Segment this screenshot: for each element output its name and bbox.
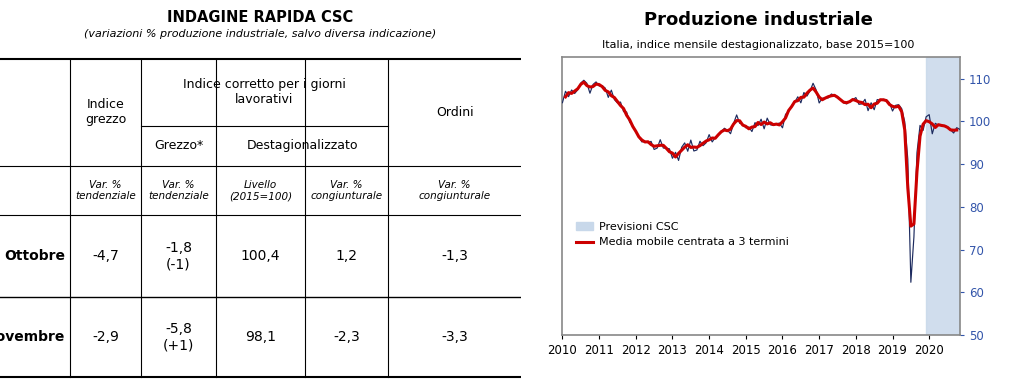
Text: -1,3: -1,3 <box>442 249 469 263</box>
Text: (variazioni % produzione industriale, salvo diversa indicazione): (variazioni % produzione industriale, sa… <box>85 29 437 38</box>
Text: -2,9: -2,9 <box>92 330 119 344</box>
Text: Ottobre: Ottobre <box>4 249 65 263</box>
Text: INDAGINE RAPIDA CSC: INDAGINE RAPIDA CSC <box>167 10 354 24</box>
Text: Ordini: Ordini <box>436 106 474 119</box>
Text: Var. %
congiunturale: Var. % congiunturale <box>311 180 383 201</box>
Text: Var. %
tendenziale: Var. % tendenziale <box>149 180 208 201</box>
Text: Var. %
tendenziale: Var. % tendenziale <box>75 180 136 201</box>
Text: 1,2: 1,2 <box>335 249 357 263</box>
Text: -5,8
(+1): -5,8 (+1) <box>163 322 194 352</box>
Text: 100,4: 100,4 <box>240 249 281 263</box>
Text: Italia, indice mensile destagionalizzato, base 2015=100: Italia, indice mensile destagionalizzato… <box>603 40 914 50</box>
Text: -3,3: -3,3 <box>442 330 469 344</box>
Text: -4,7: -4,7 <box>92 249 119 263</box>
Text: -1,8
(-1): -1,8 (-1) <box>165 241 192 271</box>
Text: Destagionalizzato: Destagionalizzato <box>247 139 358 152</box>
Text: Var. %
congiunturale: Var. % congiunturale <box>419 180 491 201</box>
Text: Grezzo*: Grezzo* <box>154 139 203 152</box>
Text: Novembre: Novembre <box>0 330 65 344</box>
Text: Indice
grezzo: Indice grezzo <box>85 98 126 126</box>
Text: Produzione industriale: Produzione industriale <box>644 11 873 29</box>
Text: Indice corretto per i giorni
lavorativi: Indice corretto per i giorni lavorativi <box>183 78 346 106</box>
Text: 98,1: 98,1 <box>245 330 277 344</box>
Text: Livello
(2015=100): Livello (2015=100) <box>229 180 292 201</box>
Legend: Previsioni CSC, Media mobile centrata a 3 termini: Previsioni CSC, Media mobile centrata a … <box>572 218 793 252</box>
Bar <box>926 57 960 335</box>
Text: -2,3: -2,3 <box>333 330 360 344</box>
